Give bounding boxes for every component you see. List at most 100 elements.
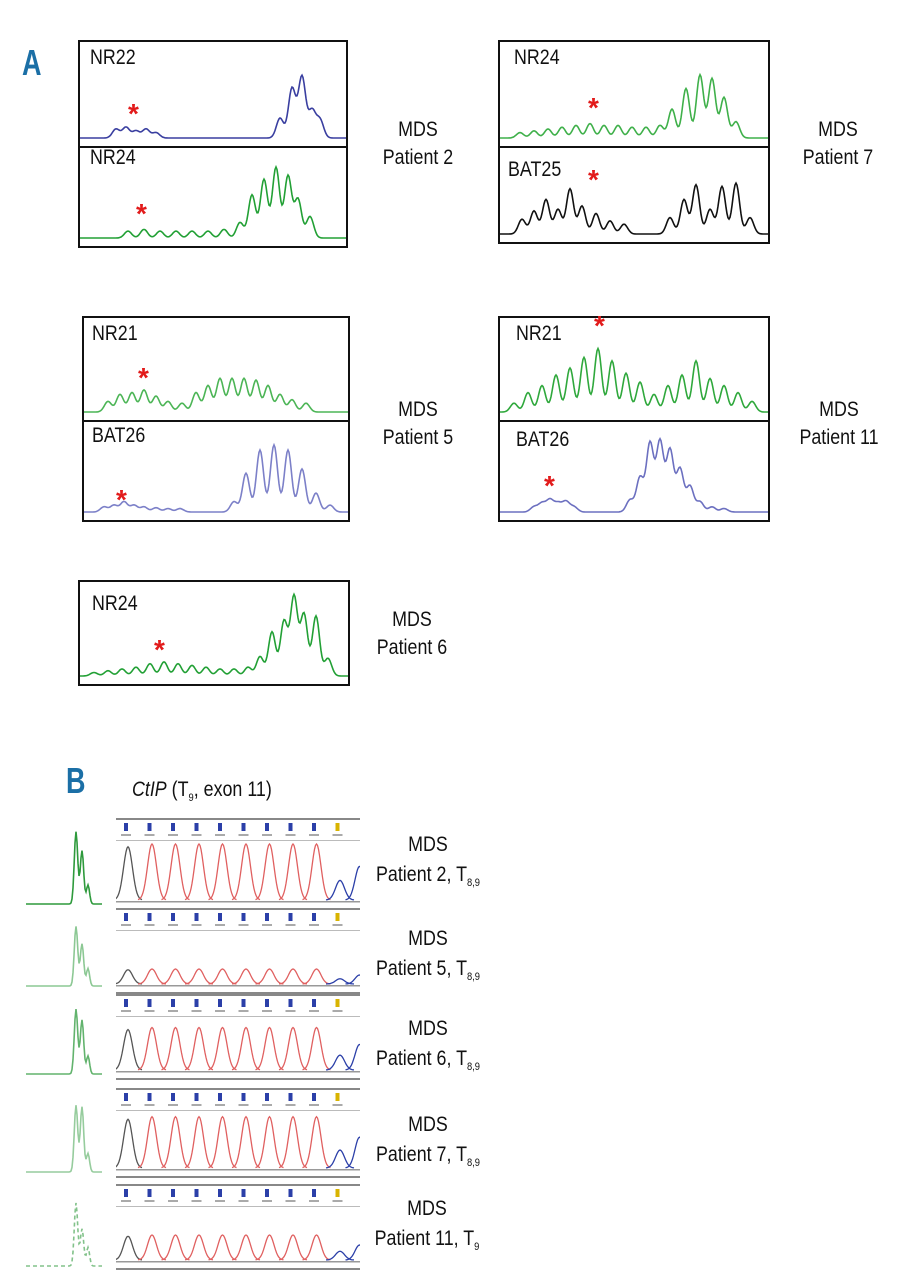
caption-patient-6: MDS Patient 6 [370, 606, 455, 662]
base-call-tick [218, 999, 222, 1007]
base-call-label [191, 1200, 202, 1202]
chromatogram-patient-2 [116, 818, 360, 910]
strip-border [116, 1016, 360, 1017]
caption-line: MDS [819, 398, 859, 421]
fragment-peak-patient-11 [26, 1202, 102, 1267]
base-call-tick [312, 1093, 316, 1101]
base-call-label [309, 1200, 319, 1202]
chromatogram-patient-7 [116, 1088, 360, 1178]
chromatogram-peak [345, 1136, 360, 1169]
base-call-tick [124, 999, 128, 1007]
trace-curve [84, 377, 348, 413]
marker-label: BAT26 [516, 428, 570, 451]
chromatogram-peak [208, 1026, 237, 1071]
peak-line [84, 377, 348, 413]
base-call-label [215, 834, 225, 836]
base-call-tick [312, 999, 316, 1007]
base-call-tick [241, 913, 246, 921]
base-call-label [332, 834, 343, 836]
base-call-tick [194, 1093, 199, 1101]
strip-baseline [116, 901, 360, 903]
chromatogram-peak [184, 1026, 214, 1071]
strip-border [116, 1088, 360, 1090]
trace-bat26 [84, 420, 348, 520]
base-call-tick [335, 1093, 340, 1101]
chromatogram-peak [278, 1115, 308, 1169]
base-call-label [191, 834, 202, 836]
trace-nr22 [80, 42, 346, 148]
base-call-label [309, 1010, 319, 1012]
chromatogram-peak [302, 1234, 331, 1261]
fragment-curve [26, 1202, 102, 1267]
chromatogram-peak [184, 842, 214, 901]
caption-line: Patient 6 [376, 636, 448, 659]
base-call-label [144, 1200, 155, 1202]
marker-label: BAT26 [92, 424, 146, 447]
base-call-tick [265, 999, 269, 1007]
marker-label: NR21 [516, 322, 562, 345]
strip-border [116, 1078, 360, 1080]
base-call-label [121, 834, 131, 836]
trace-curve [80, 73, 346, 139]
base-call-tick [147, 913, 152, 921]
caption-line: MDS [818, 118, 858, 141]
base-call-label [168, 1104, 178, 1106]
strip-baseline [116, 985, 360, 987]
chromatogram-peak [184, 968, 214, 985]
chromatogram-peak [208, 1115, 237, 1169]
caption-subscript: 8,9 [466, 1157, 480, 1170]
base-call-tick [218, 1189, 222, 1197]
unstable-allele-star: * [138, 362, 149, 393]
base-call-label [309, 834, 319, 836]
chromatogram-peak [255, 1026, 284, 1071]
chromatogram-peak [255, 1115, 284, 1169]
base-call-label [168, 924, 178, 926]
base-call-label [238, 834, 249, 836]
base-call-tick [124, 1189, 128, 1197]
caption-line: Patient 2 [382, 146, 454, 169]
chromatogram-peak [302, 968, 331, 985]
base-call-tick [171, 1189, 175, 1197]
trace-nr24 [80, 146, 346, 246]
base-call-label [309, 1104, 319, 1106]
chromatogram-peak [208, 1234, 237, 1261]
electropherogram-patient-5: NR21 BAT26 * * [82, 316, 350, 522]
strip-border [116, 1268, 360, 1270]
base-call-tick [241, 1189, 246, 1197]
base-call-label [191, 924, 202, 926]
chromatogram-peak [161, 968, 190, 985]
base-call-label [262, 924, 272, 926]
base-call-tick [265, 1093, 269, 1101]
chromatogram-peak [116, 1235, 143, 1261]
strip-border [116, 840, 360, 841]
base-call-tick [335, 999, 340, 1007]
title-subscript: 9 [188, 792, 194, 805]
chromatogram-patient-6 [116, 994, 360, 1080]
strip-border [116, 1176, 360, 1178]
chromatogram-peak [345, 1043, 360, 1071]
electropherogram-patient-6: NR24 * [78, 580, 350, 686]
chromatogram-peak [255, 1234, 284, 1261]
base-call-label [215, 1104, 225, 1106]
marker-label: BAT25 [508, 158, 562, 181]
chromatogram-peak [302, 1115, 331, 1169]
strip-baseline [116, 1071, 360, 1073]
caption-line: MDS [408, 1017, 448, 1040]
base-call-tick [171, 913, 175, 921]
chromatogram-peak [255, 842, 284, 901]
strip-baseline [116, 1169, 360, 1171]
base-call-label [262, 1010, 272, 1012]
base-call-label [238, 1104, 249, 1106]
base-call-tick [147, 999, 152, 1007]
unstable-allele-star: * [154, 634, 165, 665]
chromatogram-peak [116, 1118, 143, 1169]
base-call-label [262, 834, 272, 836]
electropherogram-patient-7: NR24 BAT25 * * [498, 40, 770, 244]
chromatogram-peak [278, 1026, 308, 1071]
strip-border [116, 1110, 360, 1111]
chromatogram-peak [137, 968, 167, 985]
caption-row-patient-2: MDS Patient 2, T8,9 [369, 830, 488, 898]
base-call-tick [218, 823, 222, 831]
base-call-label [332, 1104, 343, 1106]
base-call-tick [194, 913, 199, 921]
